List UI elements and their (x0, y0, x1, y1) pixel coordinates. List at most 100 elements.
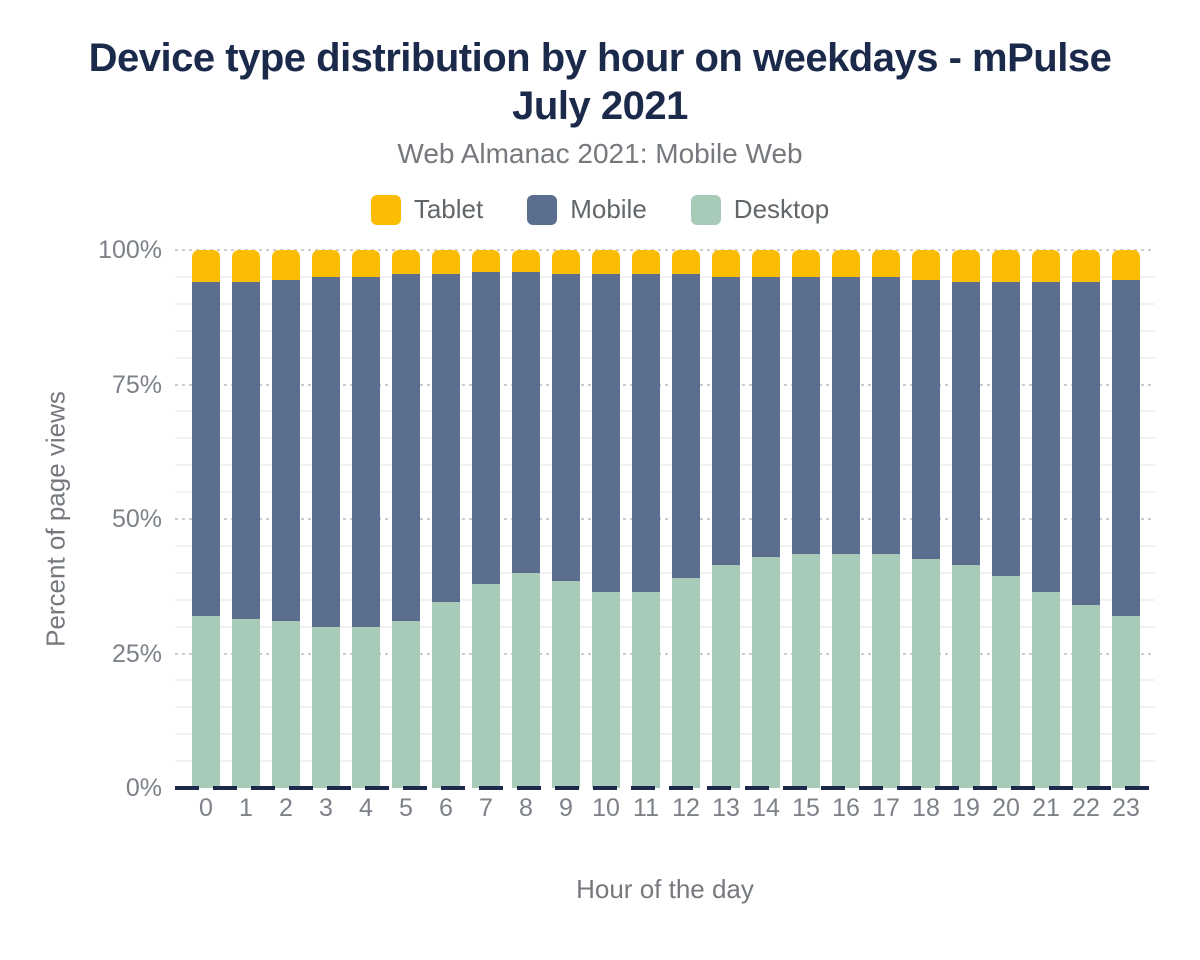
bar-segment-mobile (472, 271, 500, 584)
bar-segment-desktop (872, 553, 900, 788)
bar-segment-tablet (272, 250, 300, 280)
bar-segment-desktop (392, 621, 420, 788)
bar-segment-desktop (552, 580, 580, 788)
legend-item-desktop: Desktop (690, 194, 830, 225)
bar-hour-1 (232, 250, 260, 788)
bar-segment-tablet (752, 250, 780, 277)
bar-hour-22 (1072, 250, 1100, 788)
plot-area (175, 249, 1155, 790)
gridline (175, 437, 1155, 440)
x-axis-tick-label: 16 (832, 794, 860, 822)
bar-segment-mobile (392, 274, 420, 622)
bar-segment-desktop (1072, 605, 1100, 788)
bar-segment-desktop (632, 591, 660, 788)
bar-hour-20 (992, 250, 1020, 788)
bar-segment-mobile (192, 282, 220, 616)
bar-hour-5 (392, 250, 420, 788)
bar-segment-tablet (392, 250, 420, 275)
gridline (175, 383, 1155, 386)
bar-segment-desktop (712, 564, 740, 788)
legend-label: Tablet (413, 194, 484, 224)
bar-segment-desktop (1112, 615, 1140, 788)
x-axis-title: Hour of the day (576, 874, 754, 904)
bar-segment-tablet (1112, 250, 1140, 280)
bar-segment-tablet (632, 250, 660, 275)
gridline (175, 706, 1155, 709)
y-axis-tick-label: 25% (111, 639, 162, 668)
bar-hour-7 (472, 250, 500, 788)
x-axis-tick-label: 3 (319, 794, 333, 822)
bar-segment-mobile (952, 282, 980, 565)
bar-segment-tablet (192, 250, 220, 283)
gridline (175, 464, 1155, 467)
x-axis-tick-label: 11 (633, 794, 659, 822)
bar-segment-tablet (872, 250, 900, 277)
bar-segment-tablet (832, 250, 860, 277)
x-axis-tick-label: 19 (952, 794, 980, 822)
x-axis-tick-label: 20 (992, 794, 1020, 822)
bar-segment-mobile (1032, 282, 1060, 592)
gridline (175, 679, 1155, 682)
bar-segment-tablet (352, 250, 380, 277)
bar-segment-desktop (672, 578, 700, 788)
bar-segment-desktop (792, 553, 820, 788)
bar-segment-mobile (1112, 279, 1140, 616)
bar-hour-17 (872, 250, 900, 788)
bar-hour-10 (592, 250, 620, 788)
gridline (175, 356, 1155, 359)
bar-segment-desktop (232, 618, 260, 788)
bar-segment-desktop (432, 602, 460, 788)
gridline (175, 518, 1155, 520)
zero-axis-line (175, 786, 1155, 790)
legend-swatch-tablet (370, 194, 401, 225)
bar-segment-mobile (712, 276, 740, 565)
bar-segment-desktop (992, 575, 1020, 788)
bar-segment-desktop (752, 556, 780, 788)
x-axis-tick-label: 17 (872, 794, 900, 822)
bar-hour-15 (792, 250, 820, 788)
x-axis-tick-label: 7 (479, 794, 493, 822)
bar-segment-tablet (712, 250, 740, 277)
bar-hour-6 (432, 250, 460, 788)
legend-label: Desktop (733, 194, 830, 224)
gridline (175, 410, 1155, 413)
bar-hour-13 (712, 250, 740, 788)
legend-item-tablet: Tablet (370, 194, 484, 225)
bar-hour-19 (952, 250, 980, 788)
bar-segment-mobile (672, 274, 700, 579)
bar-segment-desktop (832, 553, 860, 788)
bar-segment-mobile (312, 276, 340, 627)
bar-segment-mobile (792, 276, 820, 554)
bar-segment-mobile (832, 276, 860, 554)
gridline (175, 571, 1155, 574)
bar-segment-mobile (632, 274, 660, 592)
bar-segment-tablet (672, 250, 700, 275)
bar-hour-14 (752, 250, 780, 788)
bar-segment-desktop (1032, 591, 1060, 788)
bar-segment-tablet (512, 250, 540, 272)
bar-hour-16 (832, 250, 860, 788)
bar-segment-tablet (312, 250, 340, 277)
y-axis-tick-label: 0% (125, 774, 162, 802)
bar-segment-tablet (1032, 250, 1060, 283)
gridline (175, 544, 1155, 547)
bar-hour-9 (552, 250, 580, 788)
x-axis-tick-label: 13 (712, 794, 740, 822)
bar-segment-desktop (952, 564, 980, 788)
gridline (175, 249, 1155, 251)
x-axis-tick-label: 1 (239, 794, 253, 822)
x-axis-tick-label: 2 (279, 794, 293, 822)
bar-hour-12 (672, 250, 700, 788)
bar-segment-mobile (432, 274, 460, 603)
x-axis-tick-label: 9 (559, 794, 573, 822)
bar-segment-tablet (992, 250, 1020, 283)
bar-segment-mobile (272, 279, 300, 622)
bar-segment-desktop (192, 615, 220, 788)
x-axis-tick-label: 0 (199, 794, 213, 822)
legend-swatch-desktop (690, 194, 721, 225)
gridline (175, 598, 1155, 601)
x-axis-tick-label: 8 (519, 794, 533, 822)
x-axis-tick-label: 5 (399, 794, 413, 822)
bar-segment-tablet (952, 250, 980, 283)
